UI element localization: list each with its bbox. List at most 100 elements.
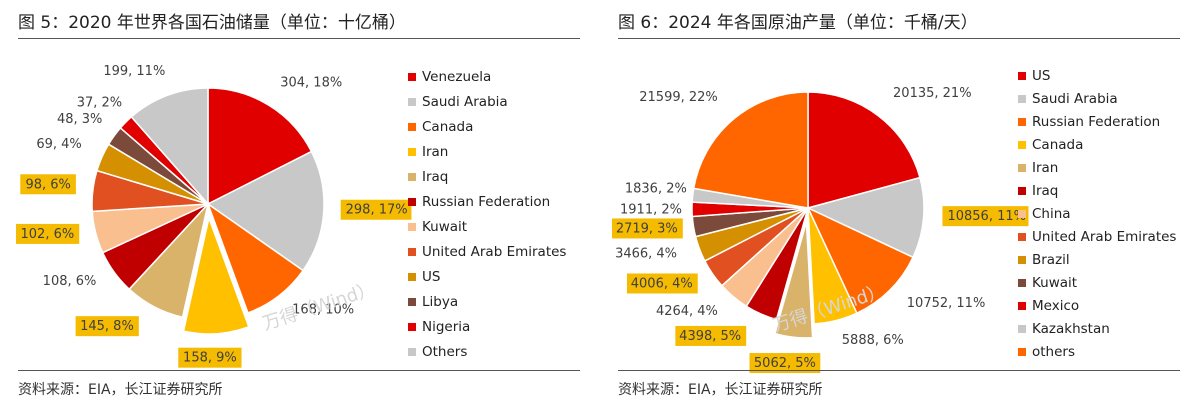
data-label-us: 69, 4% (36, 137, 81, 152)
legend-item-saudi-arabia: Saudi Arabia (1032, 91, 1118, 107)
legend-item-venezuela: Venezuela (422, 69, 491, 85)
legend-swatch-us (1018, 72, 1026, 80)
legend-swatch-united-arab-emirates (408, 248, 416, 256)
data-label-box-iraq (675, 325, 747, 346)
data-label-others: 199, 11% (103, 64, 165, 79)
legend-item-kuwait: Kuwait (1032, 275, 1077, 291)
pie-slice-iran (773, 221, 814, 339)
data-label-box-saudi-arabia (340, 199, 412, 220)
legend-item-saudi-arabia: Saudi Arabia (422, 94, 508, 110)
data-label-canada: 5888, 6% (842, 333, 904, 348)
data-label-us: 20135, 21% (893, 86, 972, 101)
legend-swatch-libya (408, 298, 416, 306)
data-label-russian-federation: 10752, 11% (907, 296, 986, 311)
legend-item-iran: Iran (1032, 160, 1058, 176)
pie-slice-iran (182, 215, 250, 335)
legend-swatch-canada (408, 123, 416, 131)
pie-slice-saudi-arabia (805, 176, 925, 259)
data-label-kuwait: 102, 6% (21, 227, 75, 242)
legend-swatch-iraq (408, 173, 416, 181)
legend-swatch-iraq (1018, 187, 1026, 195)
legend-item-mexico: Mexico (1032, 298, 1079, 314)
legend-swatch-china (1018, 210, 1026, 218)
legend-item-canada: Canada (422, 119, 473, 135)
legend-swatch-saudi-arabia (1018, 95, 1026, 103)
data-label-kazakhstan: 1836, 2% (625, 182, 687, 197)
legend-swatch-saudi-arabia (408, 98, 416, 106)
legend-swatch-russian-federation (1018, 118, 1026, 126)
legend-swatch-iran (408, 148, 416, 156)
legend-swatch-others (408, 348, 416, 356)
legend-swatch-others (1018, 348, 1026, 356)
data-label-box-united-arab-emirates (626, 273, 698, 294)
legend-swatch-brazil (1018, 256, 1026, 264)
legend-item-iran: Iran (422, 144, 448, 160)
data-label-saudi-arabia: 10856, 11% (947, 209, 1026, 224)
data-label-box-saudi-arabia (942, 206, 1029, 227)
right-chart-title: 图 6：2024 年各国原油产量（单位：千桶/天） (618, 13, 978, 33)
legend-item-united-arab-emirates: United Arab Emirates (422, 244, 566, 260)
legend-item-others: Others (422, 344, 467, 360)
right-pie-chart: 20135, 21% 10856, 11% 10752, 11% 5888, 6% 50… (612, 68, 1176, 374)
data-label-china: 4264, 4% (656, 304, 718, 319)
legend-item-kuwait: Kuwait (422, 219, 467, 235)
data-label-iran: 5062, 5% (754, 356, 816, 371)
legend-swatch-kuwait (1018, 279, 1026, 287)
data-label-kuwait: 2719, 3% (616, 221, 678, 236)
legend-item-libya: Libya (422, 294, 458, 310)
pie-slice-others (692, 91, 809, 209)
data-label-nigeria: 37, 2% (77, 96, 122, 111)
data-label-saudi-arabia: 298, 17% (346, 203, 408, 218)
pie-slice-saudi-arabia (206, 150, 325, 272)
data-label-venezuela: 304, 18% (280, 75, 342, 90)
legend-swatch-iran (1018, 164, 1026, 172)
legend-swatch-kazakhstan (1018, 325, 1026, 333)
data-label-box-iran (178, 347, 242, 368)
left-title-rule (18, 38, 580, 39)
legend-item-united-arab-emirates: United Arab Emirates (1032, 229, 1176, 245)
data-label-russian-federation: 108, 6% (43, 274, 97, 289)
data-label-united-arab-emirates: 4006, 4% (631, 276, 693, 291)
legend-item-china: China (1032, 206, 1071, 222)
legend-item-us: US (1032, 68, 1050, 84)
data-label-box-united-arab-emirates (20, 174, 76, 195)
data-label-united-arab-emirates: 98, 6% (25, 177, 70, 192)
legend-swatch-venezuela (408, 73, 416, 81)
legend-swatch-nigeria (408, 323, 416, 331)
pie-slice-us (807, 91, 921, 209)
pie-slice-canada (206, 202, 305, 314)
pie-slice-russian-federation (806, 206, 915, 315)
data-label-others: 21599, 22% (639, 90, 718, 105)
left-chart-panel: 图 5：2020 年世界各国石油储量（单位：十亿桶） 304, 18% 298, … (16, 13, 580, 398)
left-pie-chart: 304, 18% 298, 17% 168, 10% 158, 9% 145, 8% 10… (16, 64, 566, 368)
left-footer-rule (18, 370, 580, 371)
legend-item-russian-federation: Russian Federation (422, 194, 550, 210)
legend-item-nigeria: Nigeria (422, 319, 470, 335)
pie-slice-venezuela (207, 87, 313, 206)
pie-slice-canada (807, 207, 858, 325)
legend-item-us: US (422, 269, 440, 285)
legend-swatch-us (408, 273, 416, 281)
legend-swatch-kuwait (408, 223, 416, 231)
right-title-rule (618, 38, 1180, 39)
legend-swatch-russian-federation (408, 198, 416, 206)
legend-swatch-united-arab-emirates (1018, 233, 1026, 241)
legend-item-brazil: Brazil (1032, 252, 1070, 268)
data-label-box-iraq (75, 316, 139, 337)
left-source-note: 资料来源：EIA，长江证券研究所 (18, 382, 223, 398)
legend-swatch-mexico (1018, 302, 1026, 310)
left-chart-title: 图 5：2020 年世界各国石油储量（单位：十亿桶） (18, 13, 406, 33)
right-source-note: 资料来源：EIA，长江证券研究所 (618, 382, 823, 398)
data-label-libya: 48, 3% (57, 112, 102, 127)
pie-slice-others (130, 87, 209, 206)
legend-item-others: others (1032, 344, 1075, 360)
data-label-iraq: 145, 8% (80, 319, 134, 334)
data-label-mexico: 1911, 2% (620, 203, 682, 218)
data-label-box-iran (749, 353, 821, 374)
legend-item-russian-federation: Russian Federation (1032, 114, 1160, 130)
data-label-iran: 158, 9% (183, 351, 237, 366)
legend-item-kazakhstan: Kazakhstan (1032, 321, 1110, 337)
right-chart-panel: 图 6：2024 年各国原油产量（单位：千桶/天） 20135, 21% 1085… (600, 0, 1200, 406)
data-label-canada: 168, 10% (292, 302, 354, 317)
data-label-brazil: 3466, 4% (615, 247, 677, 262)
